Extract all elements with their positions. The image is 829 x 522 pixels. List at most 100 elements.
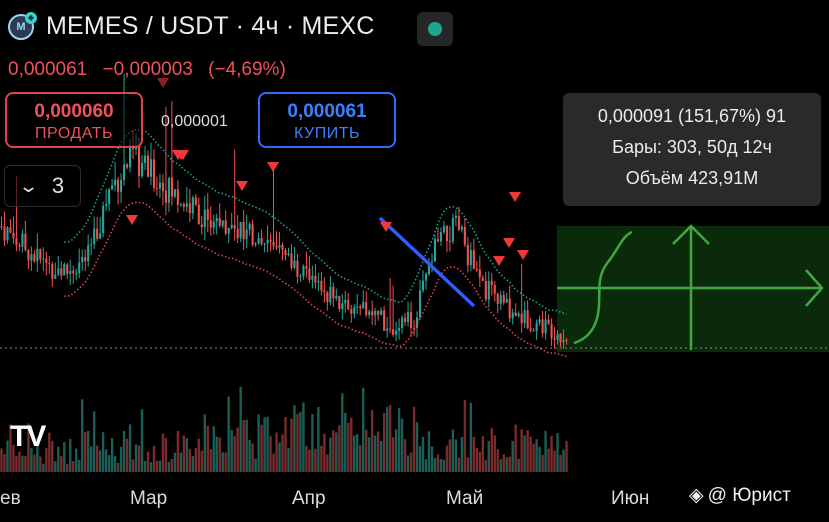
volume-bar [248,439,251,472]
candle-body [398,328,401,331]
candle-body [30,254,33,261]
volume-bar [78,459,81,472]
projection-h-arrowhead [805,269,824,307]
candle-body [463,226,466,245]
volume-bar [275,432,278,472]
candle-body [245,229,248,240]
sell-button[interactable]: 0,000060 ПРОДАТЬ [5,92,143,148]
buy-button[interactable]: 0,000061 КУПИТЬ [258,92,396,148]
volume-bar [493,435,496,472]
indicators-toggle-button[interactable]: ⌄ 3 [4,165,81,207]
candle-body [389,328,392,330]
trendline[interactable] [378,216,476,308]
volume-bar [128,424,132,472]
candle-body [454,215,457,218]
candle-body [200,224,203,228]
volume-bar [200,450,203,472]
candle-body [287,253,290,255]
x-axis-label: Июн [611,488,650,509]
candle-body [553,338,556,340]
candle-body [427,262,431,274]
volume-bars [0,386,568,472]
volume-bar [356,434,359,472]
measure-line-price: 0,000091 (151,67%) 91 [597,106,787,126]
candle-body [170,177,173,197]
candle-body [123,164,126,180]
candle-body [72,270,75,274]
candle-body [547,319,550,324]
volume-bar [278,442,281,472]
symbol-title[interactable]: MEMES / USDT · 4ч · MEXC [46,12,375,41]
candle-body [505,298,508,303]
projection-arrows[interactable] [557,224,824,350]
candle-body [392,329,395,335]
volume-bar [284,416,287,472]
sell-marker [380,222,392,232]
candle-body [356,306,359,308]
volume-bar [269,436,272,472]
candle-body [9,227,12,233]
candle-body [320,280,323,291]
candle-body [206,209,209,220]
volume-bar [257,414,260,472]
volume-bar [260,424,263,472]
candle-body [128,144,132,168]
market-status-button[interactable] [417,12,453,46]
candle-body [559,333,562,343]
volume-bar [412,406,416,472]
candle-body [457,215,460,230]
candle-body [305,265,308,269]
candle-body [487,280,490,300]
volume-bar [84,431,87,472]
candle-body [260,237,263,244]
sell-markers [126,78,529,266]
volume-bar [556,433,559,472]
volume-bar [27,423,30,472]
volume-bar [146,451,150,472]
volume-bar [101,432,105,472]
volume-bar [81,399,84,472]
volume-bar [505,457,508,472]
volume-bar [326,454,329,472]
candle-body [191,197,194,214]
candle-body [42,258,45,260]
volume-bar [376,431,380,472]
candle-body [12,232,15,239]
candle-body [502,295,505,303]
candle-body [478,269,481,278]
volume-bar [254,458,257,472]
volume-bar [63,442,66,472]
spread-value: 0,000001 [161,113,228,130]
projection-curve [573,230,633,345]
volume-bar [409,452,413,472]
candle-body [475,268,478,270]
candle-body [185,203,188,207]
candle-body [302,265,305,277]
volume-bar [33,454,36,472]
candle-body [544,319,547,334]
candle-body [299,276,302,278]
candle-body [182,204,185,207]
candle-body [565,340,568,342]
candle-body [418,290,422,318]
volume-bar [227,396,230,472]
candle-body [407,312,410,322]
candle-body [374,310,377,316]
watermark: ◈ @ Юрист [685,484,795,507]
candle-body [460,226,463,230]
volume-bar [107,455,111,472]
watermark-text: @ Юрист [707,485,791,506]
volume-bar [538,446,541,472]
candle-body [27,249,30,261]
candle-body [90,244,93,246]
candle-body [15,238,18,246]
volume-bar [305,445,308,472]
volume-bar [400,418,404,472]
candle-body [451,217,454,242]
candle-body [469,250,472,266]
market-open-icon [428,22,442,36]
tradingview-logo[interactable]: TV [10,420,46,453]
coin-logo[interactable]: M ◆ [8,11,37,40]
candle-body [308,268,311,280]
